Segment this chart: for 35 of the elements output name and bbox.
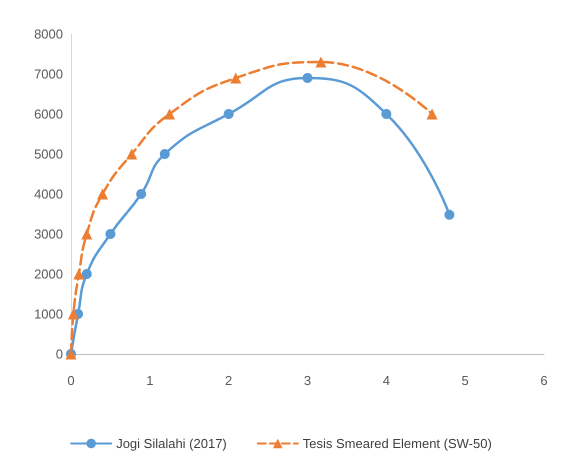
point [381,109,392,119]
x-tick-label: 2 [225,373,232,388]
point [82,269,92,279]
y-tick-label: 4000 [34,186,63,202]
x-tick-label: 5 [462,373,469,388]
x-tick-label: 0 [67,373,75,388]
x-tick-label: 3 [304,373,312,388]
y-tick-label: 3000 [34,226,63,242]
point [126,148,138,160]
y-tick-label: 1000 [34,306,63,322]
point [426,108,438,120]
legend-label: Jogi Silalahi (2017) [116,436,227,451]
y-tick-label: 0 [56,346,63,362]
y-tick-label: 7000 [34,66,63,82]
point [444,210,454,220]
point [164,108,176,120]
point [302,73,312,83]
y-tick-label: 8000 [34,26,63,42]
y-tick-label: 5000 [34,146,63,162]
y-tick-label: 2000 [34,266,63,282]
point [97,188,108,200]
point [160,149,170,159]
x-tick-label: 6 [540,373,548,388]
y-tick-label: 6000 [34,106,63,122]
point [81,228,92,240]
point [105,229,116,239]
point [224,109,234,119]
legend-label: Tesis Smeared Element (SW-50) [302,436,492,451]
point [136,189,146,199]
point [230,72,242,84]
point [73,268,84,280]
point [68,308,79,320]
x-tick-label: 1 [146,373,154,388]
point [315,56,326,68]
x-tick-label: 4 [382,373,390,388]
